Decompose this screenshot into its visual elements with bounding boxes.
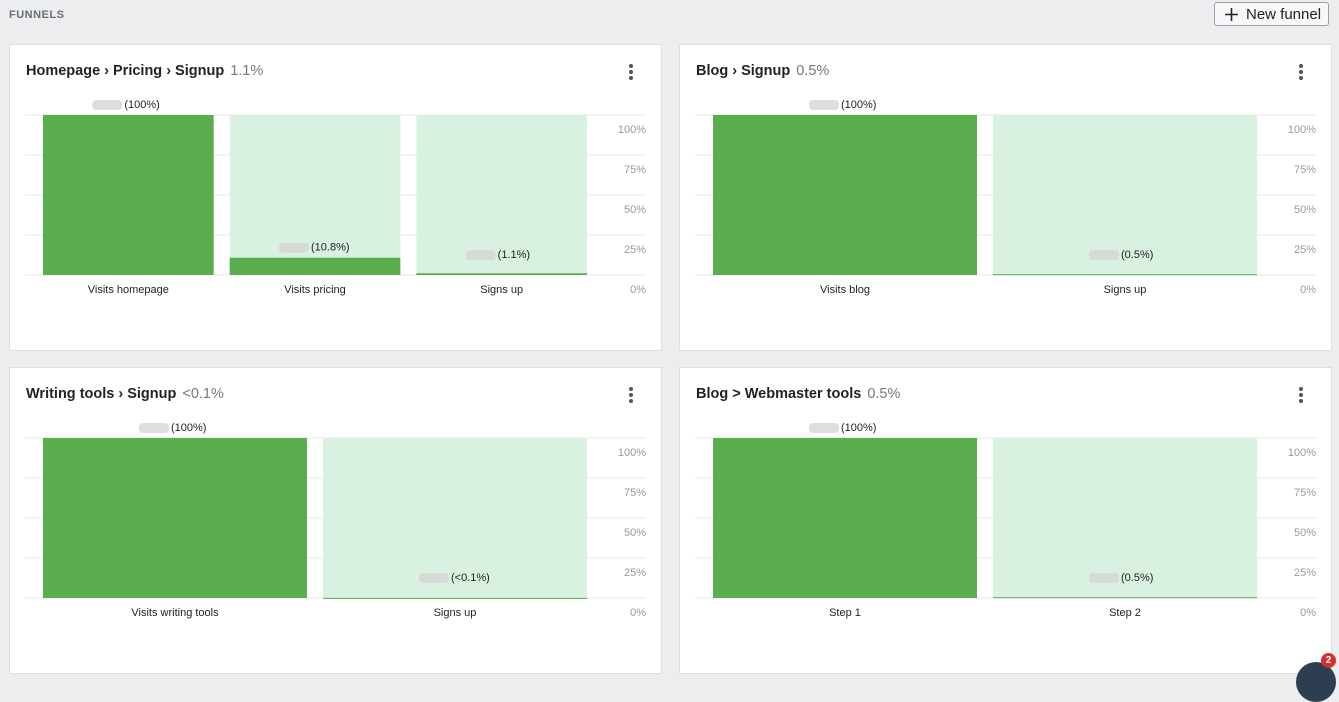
- card-title: Homepage › Pricing › Signup 1.1%: [26, 63, 263, 79]
- y-tick-label: 75%: [624, 487, 646, 499]
- button-label: New funnel: [1246, 5, 1322, 23]
- x-tick-label: Signs up: [480, 284, 523, 296]
- y-tick-label: 25%: [624, 244, 646, 256]
- x-tick-label: Visits writing tools: [131, 607, 219, 619]
- value-label: (<0.1%): [451, 572, 490, 584]
- y-tick-label: 50%: [624, 204, 646, 216]
- conversion-rate: 0.5%: [796, 63, 830, 79]
- y-tick-label: 0%: [630, 284, 646, 296]
- x-tick-label: Step 2: [1109, 607, 1141, 619]
- x-tick-label: Signs up: [1104, 284, 1147, 296]
- blurred-count: [419, 573, 449, 583]
- funnel-name: Blog › Signup: [696, 63, 791, 79]
- x-tick-label: Visits homepage: [88, 284, 169, 296]
- funnel-card: Homepage › Pricing › Signup 1.1% 0% 25% 50% 7…: [9, 44, 662, 351]
- blurred-count: [279, 242, 309, 253]
- bar: [43, 115, 214, 275]
- bar-track: [993, 438, 1257, 598]
- y-tick-label: 100%: [1288, 124, 1316, 136]
- card-title: Writing tools › Signup <0.1%: [26, 386, 224, 402]
- funnel-chart: 0% 25% 50% 75% 100% (100%) Visits blog (0.5%) Si…: [695, 99, 1316, 296]
- funnel-chart: 0% 25% 50% 75% 100% (100%) Visits writing tool…: [25, 422, 646, 619]
- value-label: (100%): [124, 99, 159, 111]
- blurred-count: [1089, 250, 1119, 260]
- bar: [713, 115, 977, 275]
- new-funnel-button[interactable]: New funnel: [1214, 2, 1329, 26]
- value-label: (0.5%): [1121, 572, 1153, 584]
- funnel-card: Writing tools › Signup <0.1% 0% 25% 50% 75% 10…: [9, 367, 662, 674]
- value-label: (100%): [841, 99, 876, 111]
- y-tick-label: 50%: [1294, 527, 1316, 539]
- x-tick-label: Signs up: [434, 607, 477, 619]
- page: FUNNELS New funnel Homepage › Pricing › …: [9, 2, 1336, 702]
- bar-track: [416, 115, 587, 275]
- blurred-count: [1089, 573, 1119, 583]
- funnel-chart: 0% 25% 50% 75% 100% (100%) Step 1 (0.5%) Step 2: [695, 422, 1316, 619]
- menu-button[interactable]: [629, 64, 633, 82]
- value-label: (1.1%): [498, 249, 530, 261]
- value-label: (100%): [171, 422, 206, 434]
- x-tick-label: Visits blog: [820, 284, 870, 296]
- blurred-count: [465, 250, 496, 260]
- y-tick-label: 50%: [1294, 204, 1316, 216]
- y-tick-label: 100%: [618, 124, 646, 136]
- bar: [323, 597, 587, 599]
- y-tick-label: 25%: [1294, 244, 1316, 256]
- funnel-card: Blog > Webmaster tools 0.5% 0% 25% 50% 75% 100…: [679, 367, 1332, 674]
- bar-track: [323, 438, 587, 598]
- bar: [713, 438, 977, 598]
- section-title: FUNNELS: [9, 9, 65, 21]
- bar-track: [993, 115, 1257, 275]
- funnel-card: Blog › Signup 0.5% 0% 25% 50% 75% 100% (100%) Vi…: [679, 44, 1332, 351]
- funnel-name: Homepage › Pricing › Signup: [26, 63, 225, 79]
- menu-button[interactable]: [1299, 387, 1303, 405]
- y-tick-label: 25%: [1294, 567, 1316, 579]
- funnel-chart: 0% 25% 50% 75% 100% (100%) Visits homepage (10.…: [25, 99, 646, 296]
- card-title: Blog > Webmaster tools 0.5%: [696, 386, 900, 402]
- funnel-name: Writing tools › Signup: [26, 386, 177, 402]
- y-tick-label: 0%: [1300, 607, 1316, 619]
- blurred-count: [809, 100, 839, 110]
- chat-button[interactable]: [1296, 662, 1336, 702]
- value-label: (100%): [841, 422, 876, 434]
- funnel-name: Blog > Webmaster tools: [696, 386, 862, 402]
- y-tick-label: 100%: [618, 447, 646, 459]
- y-tick-label: 75%: [624, 164, 646, 176]
- x-tick-label: Visits pricing: [284, 284, 346, 296]
- x-tick-label: Step 1: [829, 607, 861, 619]
- bar-track: [229, 115, 401, 275]
- blurred-count: [92, 100, 123, 110]
- bar: [43, 438, 307, 598]
- blurred-count: [809, 423, 839, 433]
- card-title: Blog › Signup 0.5%: [696, 63, 829, 79]
- bar: [229, 257, 401, 275]
- y-tick-label: 75%: [1294, 164, 1316, 176]
- conversion-rate: <0.1%: [182, 386, 224, 402]
- y-tick-label: 25%: [624, 567, 646, 579]
- bar: [993, 597, 1257, 599]
- bar: [416, 273, 587, 275]
- blurred-count: [139, 423, 169, 433]
- conversion-rate: 1.1%: [230, 63, 264, 79]
- y-tick-label: 0%: [630, 607, 646, 619]
- menu-button[interactable]: [629, 387, 633, 405]
- y-tick-label: 75%: [1294, 487, 1316, 499]
- plus-icon: [1225, 7, 1238, 21]
- value-label: (0.5%): [1121, 249, 1153, 261]
- bar: [993, 274, 1257, 276]
- value-label: (10.8%): [311, 242, 350, 254]
- y-tick-label: 100%: [1288, 447, 1316, 459]
- y-tick-label: 0%: [1300, 284, 1316, 296]
- y-tick-label: 50%: [624, 527, 646, 539]
- notification-badge: 2: [1321, 653, 1336, 668]
- menu-button[interactable]: [1299, 64, 1303, 82]
- conversion-rate: 0.5%: [867, 386, 901, 402]
